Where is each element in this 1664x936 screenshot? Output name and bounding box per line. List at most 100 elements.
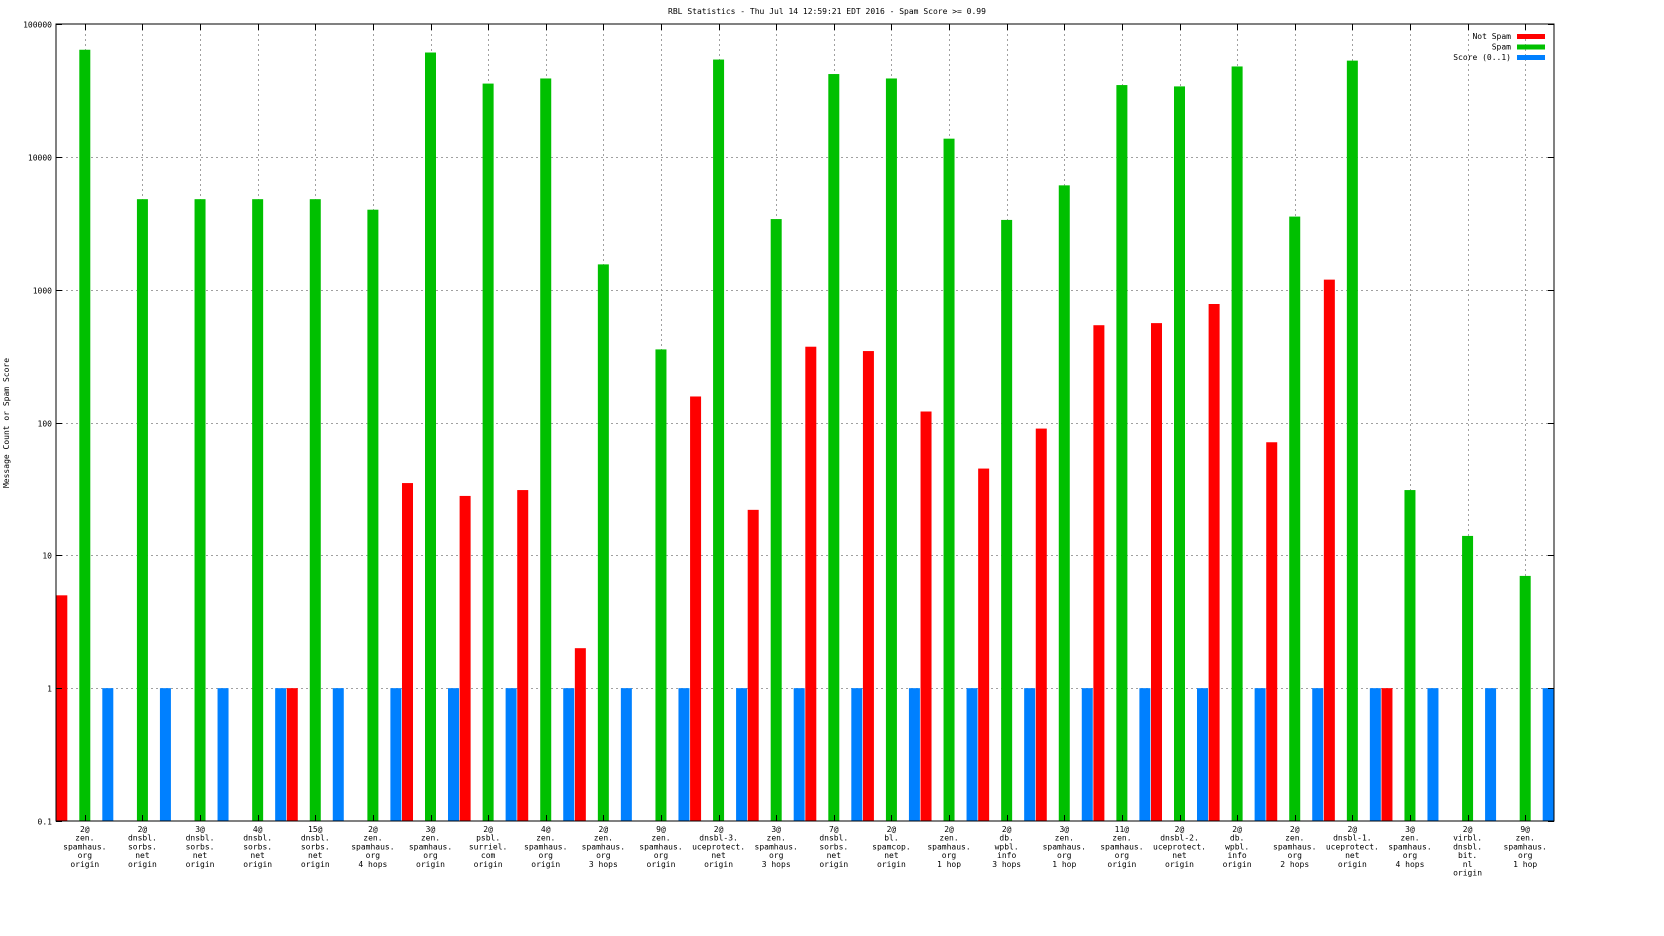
- x-tick-label-line: org: [942, 851, 957, 860]
- x-tick-label-line: origin: [1107, 860, 1136, 869]
- x-tick-label-line: 2@: [1290, 825, 1300, 834]
- x-tick-label-line: 15@: [308, 825, 323, 834]
- x-tick-label-line: 3@: [1059, 825, 1069, 834]
- x-tick-label-line: zen.: [363, 834, 382, 843]
- x-tick-label-line: org: [596, 851, 611, 860]
- legend-label: Not Spam: [1472, 32, 1511, 41]
- x-tick-label-line: db.: [1230, 834, 1244, 843]
- x-tick-label-line: origin: [70, 860, 99, 869]
- spam-bar: [1519, 575, 1531, 821]
- x-tick-label-line: 3 hops: [762, 860, 791, 869]
- x-tick-label-line: wpbl.: [1225, 842, 1249, 851]
- bars: [56, 49, 1554, 822]
- x-tick-label-line: org: [1115, 851, 1130, 860]
- x-tick-label-line: 2@: [1463, 825, 1473, 834]
- x-tick-label-line: origin: [301, 860, 330, 869]
- x-tick-label-line: 2@: [714, 825, 724, 834]
- spam-bar: [1116, 85, 1128, 821]
- x-tick-label-line: net: [711, 851, 726, 860]
- not-spam-bar: [690, 396, 702, 821]
- x-tick-label-line: dnsbl.: [128, 834, 157, 843]
- x-tick-label-line: net: [193, 851, 208, 860]
- x-tick-label-line: origin: [128, 860, 157, 869]
- spam-bar: [828, 74, 840, 822]
- x-tick-label-line: 1 hop: [1052, 860, 1076, 869]
- x-tick-label-line: sorbs.: [186, 842, 215, 851]
- score-bar: [1139, 688, 1151, 821]
- x-tick-label-line: dnsbl.: [819, 834, 848, 843]
- x-tick-label-line: 4@: [253, 825, 263, 834]
- x-tick-label: 2@ virbl. dnsbl. bit. nl origin: [1453, 825, 1482, 878]
- x-tick-label: 4@ dnsbl. sorbs. net origin: [243, 825, 272, 869]
- x-tick-label-line: 2@: [887, 825, 897, 834]
- score-bar: [1369, 688, 1381, 821]
- score-bar: [908, 688, 920, 821]
- x-tick-label-line: zen.: [536, 834, 555, 843]
- score-bar: [851, 688, 863, 821]
- x-tick-label: 3@ zen. spamhaus. org origin: [409, 825, 452, 869]
- spam-bar: [425, 52, 436, 821]
- x-tick-label-line: zen.: [651, 834, 670, 843]
- x-tick-label: 15@ dnsbl. sorbs. net origin: [301, 825, 330, 869]
- x-tick-label: 9@ zen. spamhaus. org origin: [639, 825, 682, 869]
- x-tick-label-line: net: [308, 851, 323, 860]
- x-tick-label-line: zen.: [1285, 834, 1304, 843]
- x-tick-label-line: dnsbl.: [301, 834, 330, 843]
- x-tick-label-line: spamhaus.: [1273, 842, 1316, 851]
- not-spam-bar: [978, 468, 990, 821]
- score-bar: [448, 688, 459, 821]
- x-tick-label-line: bl.: [884, 834, 898, 843]
- x-tick-label-line: 2@: [80, 825, 90, 834]
- score-bar: [1312, 688, 1324, 821]
- x-tick-label-line: spamhaus.: [1504, 842, 1547, 851]
- x-tick-label-line: org: [539, 851, 554, 860]
- x-tick-label-line: net: [135, 851, 150, 860]
- score-bar: [505, 688, 517, 821]
- x-tick-label-line: info: [1227, 851, 1246, 860]
- y-tick-label: 10000: [28, 154, 52, 163]
- x-tick-label: 4@ zen. spamhaus. org origin: [524, 825, 567, 869]
- x-tick-label-line: surriel.: [469, 842, 508, 851]
- x-tick-label: 2@ zen. spamhaus. org origin: [63, 825, 106, 869]
- x-tick-label-line: uceprotect.: [1326, 842, 1379, 851]
- x-tick-label-line: 2@: [1232, 825, 1242, 834]
- x-tick-label-line: zen.: [421, 834, 440, 843]
- x-tick-label-line: origin: [819, 860, 848, 869]
- plot-frame: [55, 23, 1555, 822]
- x-tick-label-line: org: [1403, 851, 1418, 860]
- spam-bar: [1404, 490, 1416, 821]
- x-tick-label: 2@ zen. spamhaus. org 2 hops: [1273, 825, 1316, 869]
- x-tick-label-line: 2 hops: [1280, 860, 1309, 869]
- spam-bar: [885, 78, 897, 821]
- x-tick-label-line: dnsbl-2.: [1160, 834, 1199, 843]
- x-tick-label-line: net: [1345, 851, 1360, 860]
- spam-bar: [713, 59, 725, 822]
- x-tick-label-line: 2@: [368, 825, 378, 834]
- x-tick-label-line: virbl.: [1453, 834, 1482, 843]
- legend-swatch: [1517, 55, 1545, 60]
- chart-title: RBL Statistics - Thu Jul 14 12:59:21 EDT…: [668, 7, 986, 16]
- not-spam-bar: [920, 411, 932, 821]
- x-tick-label: 2@ bl. spamcop. net origin: [872, 825, 911, 869]
- spam-bar: [1058, 185, 1070, 821]
- x-tick-label: 2@ dnsbl-1. uceprotect. net origin: [1326, 825, 1379, 869]
- x-tick-label-line: org: [78, 851, 93, 860]
- score-bar: [102, 688, 114, 821]
- legend-swatch: [1517, 34, 1545, 39]
- not-spam-bar: [1035, 428, 1047, 821]
- y-tick-label: 100000: [23, 21, 52, 30]
- x-tick-label-line: 2@: [1348, 825, 1358, 834]
- y-tick-label: 1: [47, 685, 52, 694]
- x-tick-label-line: 3 hops: [589, 860, 618, 869]
- score-bar: [793, 688, 805, 821]
- x-tick-label: 2@ zen. spamhaus. org 1 hop: [927, 825, 970, 869]
- y-ticks: 0.1 1 10 100 1000 10000 100000: [23, 21, 1554, 827]
- spam-bar: [1231, 66, 1243, 821]
- not-spam-bar: [1266, 442, 1278, 821]
- x-tick-label-line: spamcop.: [872, 842, 911, 851]
- x-tick-label: 11@ zen. spamhaus. org origin: [1100, 825, 1143, 869]
- x-tick-label-line: sorbs.: [243, 842, 272, 851]
- x-tick-label-line: spamhaus.: [1043, 842, 1086, 851]
- spam-bar: [252, 199, 264, 822]
- x-tick-label: 9@ zen. spamhaus. org 1 hop: [1504, 825, 1547, 869]
